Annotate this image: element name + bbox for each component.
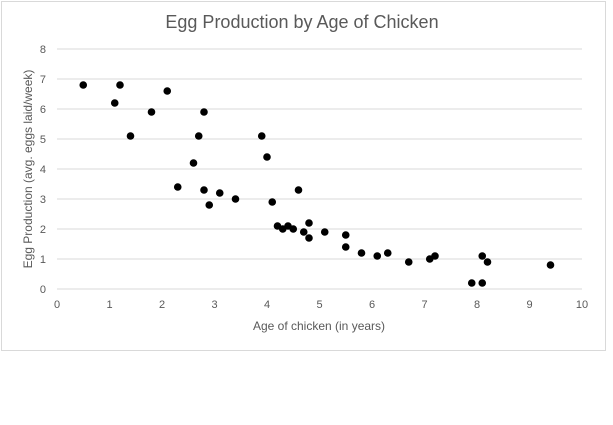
data-point bbox=[194, 132, 203, 140]
x-tick-label: 8 bbox=[474, 299, 480, 311]
x-tick-label: 1 bbox=[106, 299, 112, 311]
x-tick-label: 3 bbox=[211, 299, 217, 311]
data-point bbox=[305, 234, 313, 242]
data-point bbox=[357, 249, 366, 257]
y-tick-label: 0 bbox=[40, 284, 46, 296]
x-tick-label: 10 bbox=[576, 299, 588, 311]
gridlines bbox=[57, 48, 582, 290]
y-tick-label: 8 bbox=[40, 44, 46, 56]
data-point bbox=[320, 228, 329, 236]
x-tick-label: 0 bbox=[54, 299, 60, 311]
data-point bbox=[163, 87, 172, 95]
data-point bbox=[263, 153, 271, 161]
data-point bbox=[200, 108, 208, 116]
x-tick-label: 2 bbox=[159, 299, 165, 311]
data-point bbox=[299, 228, 308, 236]
y-tick-label: 5 bbox=[40, 134, 46, 146]
y-tick-label: 7 bbox=[40, 74, 46, 86]
data-point bbox=[215, 189, 224, 197]
data-point bbox=[431, 252, 439, 260]
data-point bbox=[373, 252, 382, 260]
y-tick-label: 6 bbox=[40, 104, 46, 116]
data-point bbox=[341, 231, 350, 239]
y-tick-label: 4 bbox=[40, 164, 46, 176]
data-point bbox=[268, 198, 277, 206]
data-point bbox=[483, 258, 492, 266]
y-axis-ticks: 0 1 2 3 4 5 6 7 8 bbox=[40, 44, 46, 296]
x-tick-label: 7 bbox=[421, 299, 427, 311]
data-point bbox=[205, 201, 214, 209]
x-tick-label: 5 bbox=[316, 299, 322, 311]
x-tick-label: 9 bbox=[526, 299, 532, 311]
x-axis-label: Age of chicken (in years) bbox=[253, 319, 385, 333]
data-point bbox=[383, 249, 392, 257]
y-tick-label: 3 bbox=[40, 194, 46, 206]
data-point bbox=[257, 132, 266, 140]
data-point bbox=[546, 261, 555, 269]
data-point bbox=[341, 243, 350, 251]
data-point bbox=[294, 186, 303, 194]
y-axis-label: Egg Production (avg. eggs laid/week) bbox=[21, 70, 35, 269]
x-axis-ticks: 0 1 2 3 4 5 6 7 8 9 10 bbox=[54, 299, 588, 311]
data-point bbox=[126, 132, 135, 140]
x-tick-label: 4 bbox=[264, 299, 270, 311]
chart-area: Egg Production by Age of Chicken 0 1 2 3 4 5 6… bbox=[1, 1, 606, 351]
data-point bbox=[110, 99, 119, 107]
data-point bbox=[478, 252, 487, 260]
data-point bbox=[305, 219, 313, 227]
y-tick-label: 1 bbox=[40, 254, 46, 266]
scatter-chart: Egg Production by Age of Chicken 0 1 2 3 4 5 6… bbox=[21, 12, 588, 333]
y-tick-label: 2 bbox=[40, 224, 46, 236]
data-point bbox=[467, 279, 476, 287]
x-tick-label: 6 bbox=[369, 299, 375, 311]
data-point bbox=[289, 225, 298, 233]
data-points bbox=[79, 81, 555, 287]
data-point bbox=[173, 183, 182, 191]
data-point bbox=[189, 159, 198, 167]
data-point bbox=[200, 186, 208, 194]
data-point bbox=[478, 279, 487, 287]
data-point bbox=[79, 81, 88, 89]
data-point bbox=[116, 81, 124, 89]
data-point bbox=[147, 108, 156, 116]
chart-title: Egg Production by Age of Chicken bbox=[165, 12, 438, 32]
data-point bbox=[404, 258, 413, 266]
data-point bbox=[231, 195, 240, 203]
